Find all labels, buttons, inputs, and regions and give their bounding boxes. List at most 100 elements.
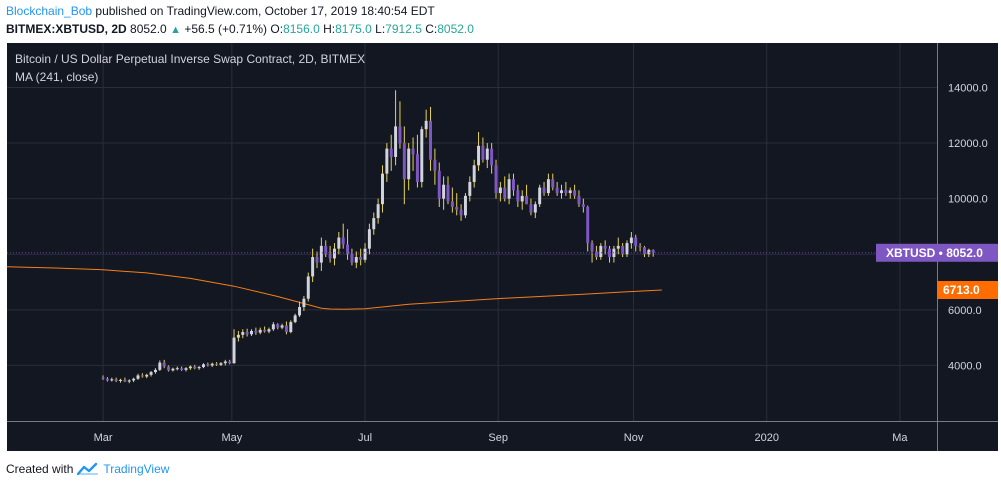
candle-body xyxy=(359,257,363,260)
moving-average xyxy=(6,266,662,310)
candle xyxy=(420,126,424,188)
candle xyxy=(494,159,498,199)
candle xyxy=(180,366,184,371)
candle xyxy=(175,366,179,371)
candle-body xyxy=(110,379,114,381)
candle xyxy=(533,201,537,219)
y-tick-label: 12000.0 xyxy=(948,138,988,150)
candle-body xyxy=(245,332,249,335)
candle xyxy=(193,364,197,370)
candle-body xyxy=(507,179,511,199)
candle-body xyxy=(511,179,515,191)
candle-body xyxy=(625,243,629,255)
candle xyxy=(542,181,546,196)
y-tick-label: 6000.0 xyxy=(948,305,982,317)
candle-body xyxy=(346,244,350,255)
candle-body xyxy=(586,206,590,244)
candle-body xyxy=(241,332,245,335)
candle-body xyxy=(206,364,210,366)
candle xyxy=(250,329,253,336)
candle-body xyxy=(433,159,437,171)
candle xyxy=(280,323,284,330)
candle xyxy=(477,131,481,171)
tradingview-brand-link[interactable]: TradingView xyxy=(103,462,170,476)
candle-body xyxy=(372,218,376,230)
candle xyxy=(568,187,572,199)
candle-body xyxy=(477,145,481,166)
candle-body xyxy=(503,187,507,199)
candle-body xyxy=(542,187,546,194)
candle-body xyxy=(171,368,175,371)
candle-body xyxy=(381,173,384,205)
candle xyxy=(433,148,437,185)
price-chart[interactable]: 4000.06000.08000.010000.012000.014000.0 … xyxy=(6,43,998,451)
candle-body xyxy=(498,187,502,194)
candle xyxy=(254,327,258,335)
candle-body xyxy=(407,148,411,180)
x-tick-label: Ma xyxy=(892,432,908,444)
candle xyxy=(127,379,131,384)
open-label: O: xyxy=(270,22,284,36)
candle-body xyxy=(293,315,297,323)
candle xyxy=(577,190,581,207)
candle-body xyxy=(101,377,105,379)
candle-body xyxy=(119,379,123,381)
chart-container[interactable]: 4000.06000.08000.010000.012000.014000.0 … xyxy=(6,43,998,451)
candle-body xyxy=(306,276,310,299)
candle xyxy=(284,321,288,335)
candle xyxy=(267,327,271,334)
candle xyxy=(258,327,262,335)
candle-body xyxy=(145,374,149,377)
candle xyxy=(560,184,563,199)
created-with-text: Created with xyxy=(6,462,74,476)
candle xyxy=(381,165,384,213)
x-tick-label: May xyxy=(221,432,242,444)
ma-price-tag xyxy=(937,281,998,300)
x-tick-label: Sep xyxy=(488,432,508,444)
candle-body xyxy=(350,254,354,263)
candle xyxy=(647,248,651,258)
candle-body xyxy=(228,361,232,364)
candle xyxy=(197,365,201,370)
candle xyxy=(516,184,520,207)
candle-body xyxy=(324,245,328,255)
candle-body xyxy=(337,237,341,249)
candle xyxy=(223,359,227,366)
candle xyxy=(450,187,454,213)
candle-body xyxy=(546,179,550,194)
candle-body xyxy=(402,143,406,180)
candle xyxy=(354,251,358,269)
candle-body xyxy=(367,229,371,249)
author-link[interactable]: Blockchain_Bob xyxy=(6,4,93,18)
candle xyxy=(319,237,323,271)
candle-body xyxy=(280,325,284,328)
candle-body xyxy=(267,329,271,332)
candle xyxy=(586,205,590,252)
candle xyxy=(629,232,633,249)
candle xyxy=(302,295,306,311)
candle-body xyxy=(629,237,633,244)
x-tick-label: 2020 xyxy=(754,432,778,444)
candle-body xyxy=(188,366,192,369)
candle-body xyxy=(490,148,494,166)
candle xyxy=(481,137,485,163)
candle-body xyxy=(442,184,446,199)
candle xyxy=(468,176,472,202)
candle-body xyxy=(376,204,380,219)
candle xyxy=(415,134,419,188)
candle xyxy=(389,134,393,171)
chart-background xyxy=(7,43,998,451)
candle-body xyxy=(289,322,293,333)
candle xyxy=(271,322,275,331)
candle-body xyxy=(394,126,398,157)
candle-body xyxy=(184,368,188,370)
candle xyxy=(132,377,136,383)
publish-info: Blockchain_Bob published on TradingView.… xyxy=(6,4,435,18)
candle xyxy=(293,313,297,324)
candle-body xyxy=(411,148,415,155)
candle xyxy=(363,243,367,263)
candle-body xyxy=(201,364,205,368)
candle-body xyxy=(193,366,197,369)
candle xyxy=(149,370,153,377)
candle-body xyxy=(555,187,559,194)
